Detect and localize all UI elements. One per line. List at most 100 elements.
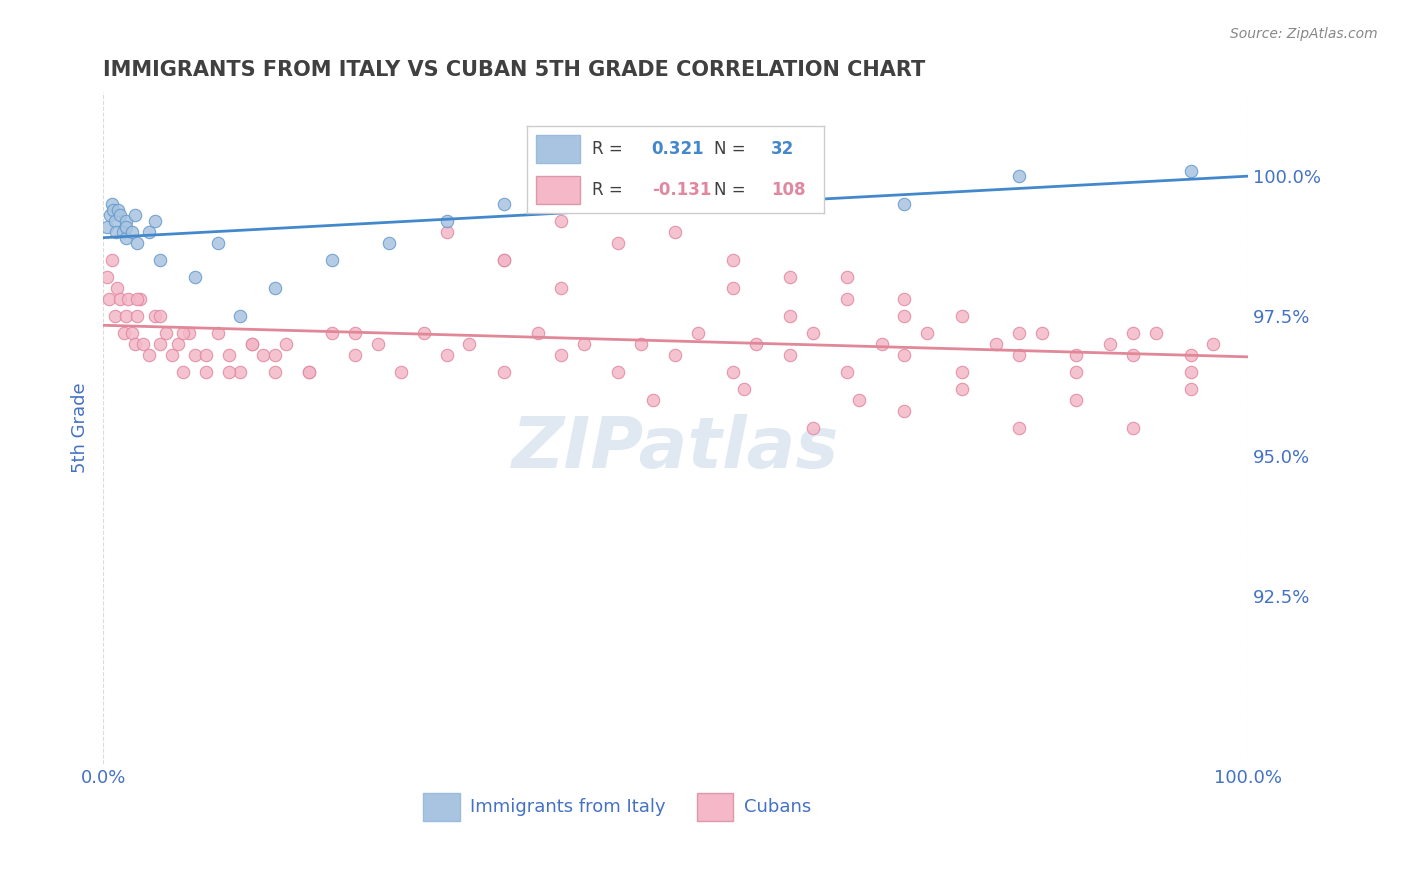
Point xyxy=(492,365,515,379)
Point xyxy=(96,269,118,284)
Text: IMMIGRANTS FROM ITALY VS CUBAN 5TH GRADE CORRELATION CHART: IMMIGRANTS FROM ITALY VS CUBAN 5TH GRADE… xyxy=(103,60,925,79)
Point xyxy=(1122,348,1144,362)
Point xyxy=(837,293,859,307)
Point xyxy=(389,365,412,379)
Point xyxy=(492,197,515,211)
Point xyxy=(779,309,801,323)
Point xyxy=(115,309,138,323)
Point xyxy=(721,186,744,200)
Point xyxy=(572,337,595,351)
Point xyxy=(177,326,200,340)
Point xyxy=(207,326,229,340)
Point xyxy=(1064,348,1087,362)
Point xyxy=(105,281,128,295)
Point xyxy=(1008,326,1031,340)
Point xyxy=(121,225,143,239)
Point xyxy=(664,225,686,239)
Point xyxy=(127,293,149,307)
Point xyxy=(149,309,172,323)
Point xyxy=(183,348,205,362)
Point xyxy=(688,326,710,340)
Point xyxy=(779,348,801,362)
Point xyxy=(1122,326,1144,340)
Point xyxy=(321,253,343,268)
Point xyxy=(143,309,166,323)
Point xyxy=(132,337,155,351)
Point xyxy=(149,337,172,351)
Point xyxy=(550,214,572,228)
Point xyxy=(1008,169,1031,184)
Point xyxy=(97,293,120,307)
Point xyxy=(779,269,801,284)
Point xyxy=(172,365,194,379)
Point xyxy=(950,382,973,396)
Point xyxy=(917,326,939,340)
Point xyxy=(321,326,343,340)
Point xyxy=(801,421,824,435)
Text: Source: ZipAtlas.com: Source: ZipAtlas.com xyxy=(1230,27,1378,41)
Point xyxy=(115,219,138,234)
Point xyxy=(101,197,124,211)
Point xyxy=(240,337,263,351)
Y-axis label: 5th Grade: 5th Grade xyxy=(72,383,89,474)
Point xyxy=(263,348,285,362)
Point xyxy=(276,337,298,351)
Point xyxy=(172,326,194,340)
Point xyxy=(492,253,515,268)
Point xyxy=(263,281,285,295)
Point xyxy=(1180,348,1202,362)
Point xyxy=(1180,163,1202,178)
Point xyxy=(112,326,135,340)
Point xyxy=(527,326,550,340)
Point xyxy=(127,309,149,323)
Point xyxy=(950,365,973,379)
Point xyxy=(492,253,515,268)
Point xyxy=(124,337,146,351)
Point xyxy=(950,309,973,323)
Point xyxy=(550,348,572,362)
Point xyxy=(207,236,229,251)
Point xyxy=(103,202,125,217)
Point xyxy=(870,337,893,351)
Point xyxy=(550,281,572,295)
Point xyxy=(721,365,744,379)
Point xyxy=(252,348,274,362)
Point xyxy=(103,214,125,228)
Point xyxy=(1202,337,1225,351)
Point xyxy=(801,326,824,340)
Point xyxy=(607,192,630,206)
Point xyxy=(893,309,915,323)
Point xyxy=(298,365,321,379)
Point xyxy=(1031,326,1053,340)
Point xyxy=(641,392,664,407)
Point xyxy=(218,365,240,379)
Point xyxy=(263,365,285,379)
Point xyxy=(128,293,150,307)
Point xyxy=(111,225,134,239)
Point xyxy=(1180,365,1202,379)
Point xyxy=(298,365,321,379)
Point xyxy=(1122,421,1144,435)
Point xyxy=(893,197,915,211)
Point xyxy=(837,365,859,379)
Point xyxy=(721,281,744,295)
Point xyxy=(110,208,132,222)
Point xyxy=(1144,326,1167,340)
Point xyxy=(166,337,188,351)
Point xyxy=(837,269,859,284)
Point xyxy=(848,392,870,407)
Text: ZIPatlas: ZIPatlas xyxy=(512,414,839,483)
Point xyxy=(115,214,138,228)
Point xyxy=(607,236,630,251)
Point xyxy=(744,337,766,351)
Point xyxy=(458,337,481,351)
Point xyxy=(160,348,183,362)
Point xyxy=(124,208,146,222)
Point xyxy=(143,214,166,228)
Point xyxy=(195,365,218,379)
Point xyxy=(436,214,458,228)
Point xyxy=(138,225,160,239)
Point xyxy=(155,326,177,340)
Point xyxy=(343,326,366,340)
Point xyxy=(183,269,205,284)
